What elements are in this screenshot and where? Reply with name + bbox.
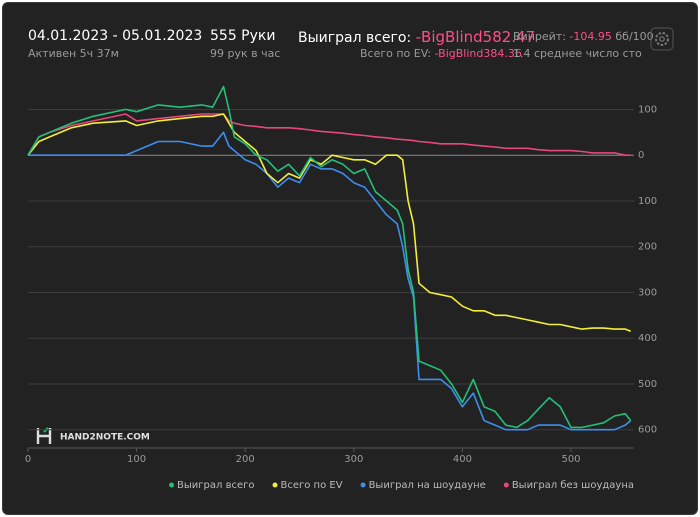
winrate-label: Винрейт: bbox=[513, 30, 566, 43]
y-tick-label: 0 bbox=[638, 150, 644, 161]
legend-marker bbox=[503, 482, 509, 488]
active-time: Активен 5ч 37м bbox=[28, 47, 119, 60]
winrate-value: -104.95 bbox=[569, 30, 612, 43]
y-tick-label: 100 bbox=[638, 196, 657, 207]
y-tick-label: 500 bbox=[638, 379, 657, 390]
legend-label: Всего по EV bbox=[281, 480, 343, 491]
settings-gear[interactable] bbox=[655, 32, 669, 46]
y-tick-label: 600 bbox=[638, 425, 657, 436]
legend-label: Выиграл без шоудауна bbox=[512, 480, 634, 491]
won-total-label: Выиграл всего: bbox=[298, 30, 412, 46]
grid: 100 0 100 200 300 400 500 600 0 100 200 300 400 500 bbox=[25, 104, 657, 465]
settings-button[interactable] bbox=[650, 27, 674, 51]
winrate-unit: бб/100 bbox=[615, 30, 654, 43]
x-tick-label: 100 bbox=[127, 454, 146, 465]
legend-marker bbox=[169, 482, 175, 488]
x-tick-label: 400 bbox=[453, 454, 472, 465]
ev: Всего по EV: -BigBlind384.36 bbox=[360, 47, 522, 60]
hands-per-hour: 99 рук в час bbox=[210, 47, 281, 60]
legend: Выиграл всего Всего по EV Выиграл на шоуда… bbox=[169, 480, 634, 491]
y-tick-label: 200 bbox=[638, 242, 657, 253]
logo-text: HAND2NOTE.COM bbox=[60, 433, 150, 443]
logo-icon bbox=[36, 428, 52, 444]
ev-value: -BigBlind384.36 bbox=[434, 47, 522, 60]
hands: 555 Руки bbox=[210, 28, 276, 44]
y-tick-label: 100 bbox=[638, 104, 657, 115]
legend-label: Выиграл на шоудауне bbox=[369, 480, 486, 491]
ev-label: Всего по EV: bbox=[360, 47, 432, 60]
avg-tables: 1.4 среднее число столо bbox=[513, 47, 641, 60]
series-line bbox=[27, 85, 632, 429]
x-tick-label: 200 bbox=[236, 454, 255, 465]
y-tick-label: 400 bbox=[638, 333, 657, 344]
x-tick-label: 500 bbox=[561, 454, 580, 465]
series-line bbox=[27, 113, 632, 333]
legend-marker bbox=[272, 482, 278, 488]
legend-label: Выиграл всего bbox=[177, 480, 254, 491]
legend-marker bbox=[360, 482, 366, 488]
settings-frame[interactable] bbox=[650, 27, 674, 51]
series-line bbox=[27, 113, 631, 156]
y-tick-label: 300 bbox=[638, 287, 657, 298]
series-line bbox=[28, 131, 632, 431]
date-range: 04.01.2023 - 05.01.2023 bbox=[28, 28, 203, 44]
x-tick-label: 300 bbox=[344, 454, 363, 465]
won-total: Выиграл всего: -BigBlind582.47 bbox=[298, 28, 535, 46]
settings-gear-hub[interactable] bbox=[659, 36, 665, 42]
x-tick-label: 0 bbox=[25, 454, 31, 465]
winrate: Винрейт: -104.95 бб/100 bbox=[513, 30, 654, 43]
logo: HAND2NOTE.COM bbox=[36, 427, 150, 444]
won-total-value: -BigBlind582.47 bbox=[415, 28, 536, 46]
